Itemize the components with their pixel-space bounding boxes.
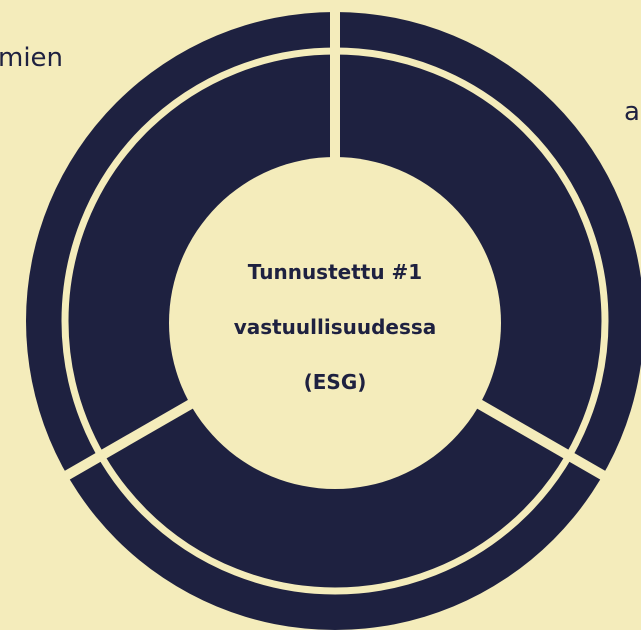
- center-line: (ESG): [304, 370, 367, 394]
- center-line: Tunnustettu #1: [248, 260, 422, 284]
- inner-circle: [169, 157, 501, 489]
- right-text: a: [624, 97, 640, 127]
- donut: [26, 0, 641, 630]
- left-text: mien: [0, 43, 63, 73]
- center-line: vastuullisuudessa: [234, 315, 437, 339]
